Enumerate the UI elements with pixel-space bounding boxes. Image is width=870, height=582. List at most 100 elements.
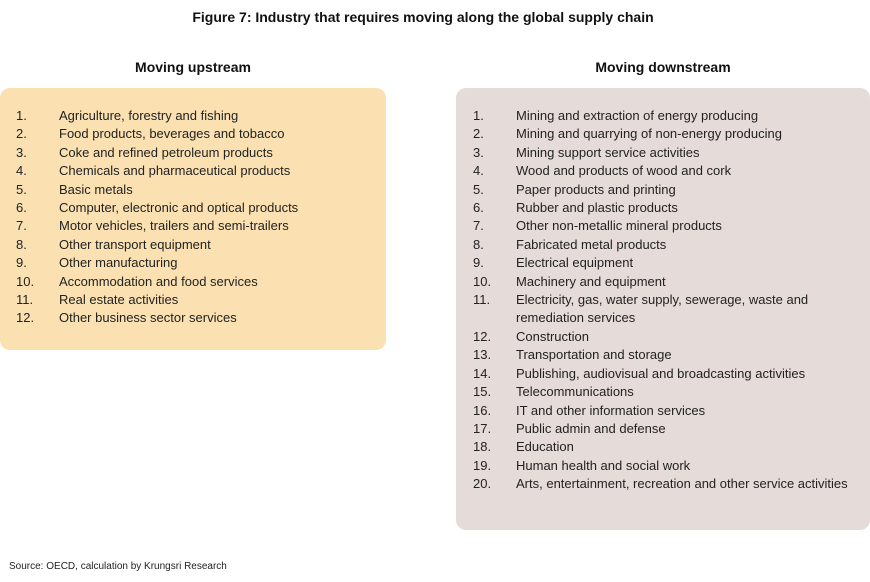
upstream-list: 1. Agriculture, forestry and fishing 2. Foo…: [16, 107, 376, 328]
upstream-list-item: 5. Basic metals: [16, 181, 376, 199]
upstream-item-label: Real estate activities: [59, 292, 179, 308]
downstream-list-item: 19. Human health and social work: [473, 457, 863, 475]
upstream-item-label: Food products, beverages and tobacco: [59, 126, 285, 142]
upstream-item-number: 11.: [16, 292, 34, 308]
downstream-item-number: 4.: [473, 163, 484, 179]
downstream-list-item: 12. Construction: [473, 328, 863, 346]
downstream-list-item: 17. Public admin and defense: [473, 420, 863, 438]
upstream-heading: Moving upstream: [135, 59, 251, 75]
source-note: Source: OECD, calculation by Krungsri Re…: [9, 561, 227, 572]
downstream-item-label: Machinery and equipment: [516, 273, 666, 289]
downstream-item-label: IT and other information services: [516, 402, 706, 418]
downstream-item-number: 13.: [473, 347, 492, 363]
upstream-list-item: 4. Chemicals and pharmaceutical products: [16, 162, 376, 180]
downstream-list-item: 4. Wood and products of wood and cork: [473, 162, 863, 180]
downstream-item-number: 18.: [473, 439, 492, 455]
downstream-item-number: 5.: [473, 181, 484, 197]
downstream-item-label: Rubber and plastic products: [516, 200, 678, 216]
downstream-list-item: 20. Arts, entertainment, recreation and o…: [473, 475, 863, 493]
downstream-item-number: 9.: [473, 255, 484, 271]
downstream-item-number: 17.: [473, 420, 492, 436]
downstream-list-item: 18. Education: [473, 438, 863, 456]
downstream-item-number: 2.: [473, 126, 484, 142]
downstream-list-item: 6. Rubber and plastic products: [473, 199, 863, 217]
downstream-item-label: Paper products and printing: [516, 181, 676, 197]
downstream-item-label: Other non-metallic mineral products: [516, 218, 722, 234]
downstream-list-item: 2. Mining and quarrying of non-energy pro…: [473, 125, 863, 143]
downstream-item-number: 1.: [473, 108, 484, 123]
upstream-list-item: 6. Computer, electronic and optical produ…: [16, 199, 376, 217]
downstream-list: 1. Mining and extraction of energy produc…: [473, 107, 863, 494]
downstream-list-item: 16. IT and other information services: [473, 402, 863, 420]
upstream-item-number: 3.: [16, 144, 27, 160]
downstream-list-item: 15. Telecommunications: [473, 383, 863, 401]
downstream-item-label: Human health and social work: [516, 457, 691, 473]
upstream-item-label: Motor vehicles, trailers and semi-traile…: [59, 218, 289, 234]
upstream-list-item: 9. Other manufacturing: [16, 254, 376, 272]
downstream-item-label: Electrical equipment: [516, 255, 634, 271]
figure-title: Figure 7: Industry that requires moving …: [192, 9, 654, 25]
downstream-list-item: 8. Fabricated metal products: [473, 236, 863, 254]
downstream-item-number: 6.: [473, 200, 484, 216]
upstream-item-number: 7.: [16, 218, 27, 234]
upstream-item-label: Coke and refined petroleum products: [59, 144, 273, 160]
upstream-item-label: Other business sector services: [59, 310, 237, 326]
upstream-item-number: 8.: [16, 236, 27, 252]
downstream-item-label: Public admin and defense: [516, 420, 666, 436]
downstream-item-number: 3.: [473, 144, 484, 160]
upstream-list-item: 1. Agriculture, forestry and fishing: [16, 107, 376, 125]
upstream-item-number: 10.: [16, 273, 35, 289]
upstream-list-item: 7. Motor vehicles, trailers and semi-trai…: [16, 217, 376, 235]
upstream-item-number: 6.: [16, 200, 27, 216]
downstream-list-item: 5. Paper products and printing: [473, 181, 863, 199]
upstream-item-number: 5.: [16, 181, 27, 197]
upstream-list-item: 3. Coke and refined petroleum products: [16, 144, 376, 162]
upstream-list-item: 10. Accommodation and food services: [16, 273, 376, 291]
downstream-item-label: Wood and products of wood and cork: [516, 163, 732, 179]
upstream-item-label: Computer, electronic and optical product…: [59, 200, 299, 216]
downstream-item-number: 14.: [473, 365, 492, 381]
upstream-item-label: Other transport equipment: [59, 236, 211, 252]
upstream-item-label: Basic metals: [59, 181, 133, 197]
downstream-item-number: 20.: [473, 476, 492, 492]
downstream-list-item: 7. Other non-metallic mineral products: [473, 217, 863, 235]
upstream-item-label: Agriculture, forestry and fishing: [59, 108, 239, 123]
downstream-item-label: Fabricated metal products: [516, 236, 667, 252]
downstream-list-item: 13. Transportation and storage: [473, 346, 863, 364]
upstream-panel: 1. Agriculture, forestry and fishing 2. Foo…: [0, 88, 386, 350]
downstream-item-number: 7.: [473, 218, 484, 234]
downstream-item-number: 19.: [473, 457, 492, 473]
upstream-list-item: 8. Other transport equipment: [16, 236, 376, 254]
downstream-item-number: 10.: [473, 273, 492, 289]
downstream-panel: 1. Mining and extraction of energy produc…: [456, 88, 870, 530]
downstream-item-label: Construction: [516, 328, 589, 344]
upstream-item-label: Chemicals and pharmaceutical products: [59, 163, 291, 179]
upstream-item-number: 9.: [16, 255, 27, 271]
downstream-item-label: Arts, entertainment, recreation and othe…: [516, 476, 848, 492]
upstream-list-item: 12. Other business sector services: [16, 309, 376, 327]
downstream-list-item: 11. Electricity, gas, water supply, sewer…: [473, 291, 863, 328]
downstream-item-label: Mining and quarrying of non-energy produ…: [516, 126, 782, 142]
upstream-list-item: 2. Food products, beverages and tobacco: [16, 125, 376, 143]
downstream-list-item: 1. Mining and extraction of energy produc…: [473, 107, 863, 125]
upstream-item-label: Accommodation and food services: [59, 273, 258, 289]
upstream-item-number: 4.: [16, 163, 27, 179]
downstream-list-item: 9. Electrical equipment: [473, 254, 863, 272]
downstream-item-label: Education: [516, 439, 574, 455]
downstream-item-number: 12.: [473, 328, 492, 344]
downstream-item-label: Mining support service activities: [516, 144, 700, 160]
downstream-list-item: 3. Mining support service activities: [473, 144, 863, 162]
downstream-item-number: 11.: [473, 292, 491, 308]
upstream-list-item: 11. Real estate activities: [16, 291, 376, 309]
downstream-item-label: Transportation and storage: [516, 347, 672, 363]
downstream-item-label: Telecommunications: [516, 384, 634, 400]
downstream-item-label: Electricity, gas, water supply, sewerage…: [516, 292, 809, 326]
downstream-item-label: Publishing, audiovisual and broadcasting…: [516, 365, 806, 381]
upstream-item-number: 2.: [16, 126, 27, 142]
downstream-item-label: Mining and extraction of energy producin…: [516, 108, 759, 123]
downstream-item-number: 16.: [473, 402, 492, 418]
downstream-item-number: 8.: [473, 236, 484, 252]
upstream-item-number: 12.: [16, 310, 35, 326]
downstream-item-number: 15.: [473, 384, 492, 400]
upstream-item-label: Other manufacturing: [59, 255, 178, 271]
